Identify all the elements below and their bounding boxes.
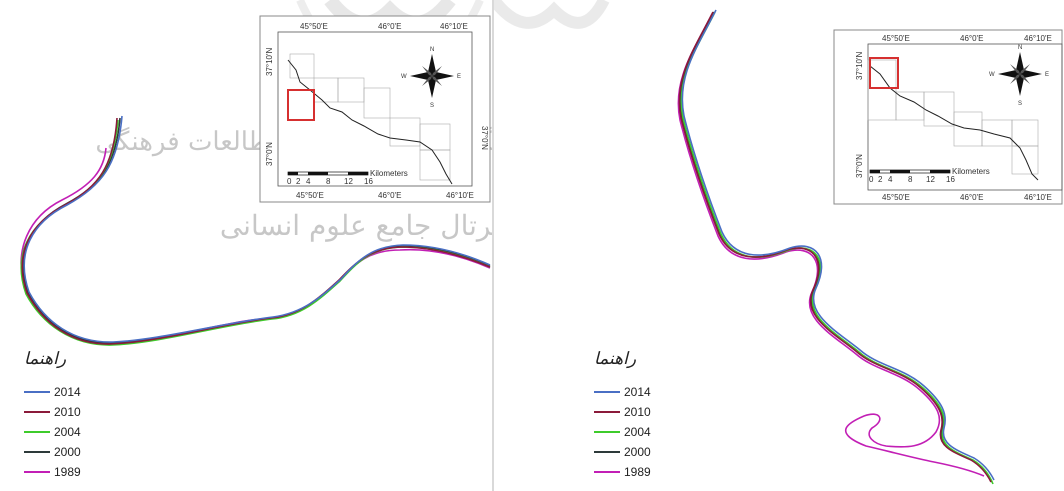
- legend-right: راهنما 2014 2010 2004 2000: [594, 349, 651, 479]
- right-map-canvas: 45°50'E 46°0'E 46°10'E 45°50'E 46°0'E 46…: [494, 0, 1063, 485]
- watermark-line2: پرتال جامع علوم انسانی: [220, 209, 492, 242]
- scale-tick-4: 4: [306, 177, 311, 186]
- inset-top-label-2: 46°0'E: [960, 34, 983, 43]
- compass-w: W: [401, 74, 407, 80]
- legend-label: 1989: [624, 465, 651, 479]
- inset-river-line: [287, 59, 453, 185]
- inset-left-label-2: 37°0'N: [265, 142, 274, 166]
- inset-top-label-3: 46°10'E: [1024, 34, 1052, 43]
- legend-item-2014: 2014: [24, 385, 81, 399]
- inset-map-right: 45°50'E 46°0'E 46°10'E 45°50'E 46°0'E 46…: [833, 29, 1063, 205]
- scale-tick-12: 12: [926, 175, 935, 184]
- inset-left-label-1: 37°10'N: [265, 47, 274, 76]
- inset-bottom-label-2: 46°0'E: [378, 191, 401, 200]
- inset-bottom-label-3: 46°10'E: [1024, 193, 1052, 202]
- legend-item-2010: 2010: [594, 405, 651, 419]
- river-1989: [677, 13, 985, 477]
- scale-tick-8: 8: [326, 177, 331, 186]
- inset-map-left: 45°50'E 46°0'E 46°10'E 45°50'E 46°0'E 46…: [259, 15, 491, 203]
- scale-tick-0: 0: [287, 177, 292, 186]
- inset-highlight-box: [869, 57, 899, 89]
- panel-divider: [492, 0, 494, 491]
- legend-item-1989: 1989: [594, 465, 651, 479]
- scale-unit: Kilometers: [952, 167, 990, 176]
- scale-tick-2: 2: [878, 175, 883, 184]
- inset-top-label-1: 45°50'E: [300, 22, 328, 31]
- legend-item-2004: 2004: [594, 425, 651, 439]
- watermark-emblem: [494, 0, 610, 29]
- inset-bottom-label-1: 45°50'E: [882, 193, 910, 202]
- left-map-canvas: پژوهشگاه علوم انسانی و مطالعات فرهنگی پر…: [20, 0, 492, 479]
- legend-label: 2000: [624, 445, 651, 459]
- inset-bottom-label-2: 46°0'E: [960, 193, 983, 202]
- legend-label: 2004: [624, 425, 651, 439]
- inset-highlight-box: [287, 89, 315, 121]
- legend-item-2000: 2000: [594, 445, 651, 459]
- compass-n: N: [430, 47, 434, 53]
- legend-label: 2000: [54, 445, 81, 459]
- inset-river-line: [869, 65, 1039, 181]
- right-map-panel: 45°50'E 46°0'E 46°10'E 45°50'E 46°0'E 46…: [494, 0, 1064, 491]
- river-2010: [678, 11, 992, 483]
- compass-rose-icon: N S E W: [401, 47, 461, 109]
- scale-tick-2: 2: [296, 177, 301, 186]
- compass-rose-icon: N S E W: [989, 45, 1049, 107]
- inset-left-label-2: 37°0'N: [855, 154, 864, 178]
- scale-bar: 0 2 4 8 12 16 Kilometers: [869, 167, 990, 184]
- inset-top-label-1: 45°50'E: [882, 34, 910, 43]
- compass-s: S: [430, 103, 434, 109]
- scale-tick-8: 8: [908, 175, 913, 184]
- scale-bar: 0 2 4 8 12 16 Kilometers: [287, 169, 408, 186]
- inset-right-label-1: 37°0'N: [480, 126, 489, 150]
- legend-title: راهنما: [594, 349, 637, 369]
- river-2000: [679, 11, 993, 483]
- scale-tick-16: 16: [946, 175, 955, 184]
- legend-item-2014: 2014: [594, 385, 651, 399]
- legend-item-1989: 1989: [24, 465, 81, 479]
- legend-label: 2004: [54, 425, 81, 439]
- legend-label: 2014: [54, 385, 81, 399]
- inset-top-label-3: 46°10'E: [440, 22, 468, 31]
- legend-label: 1989: [54, 465, 81, 479]
- river-traces-right: [677, 9, 995, 485]
- river-2014: [23, 115, 491, 343]
- compass-s: S: [1018, 101, 1022, 107]
- left-map-panel: پژوهشگاه علوم انسانی و مطالعات فرهنگی پر…: [0, 0, 492, 491]
- scale-tick-16: 16: [364, 177, 373, 186]
- scale-tick-12: 12: [344, 177, 353, 186]
- river-traces-left: [20, 115, 491, 346]
- legend-item-2000: 2000: [24, 445, 81, 459]
- legend-item-2004: 2004: [24, 425, 81, 439]
- legend-label: 2010: [624, 405, 651, 419]
- scale-tick-4: 4: [888, 175, 893, 184]
- scale-unit: Kilometers: [370, 169, 408, 178]
- inset-top-label-2: 46°0'E: [378, 22, 401, 31]
- legend-item-2010: 2010: [24, 405, 81, 419]
- compass-w: W: [989, 72, 995, 78]
- compass-n: N: [1018, 45, 1022, 51]
- scale-tick-0: 0: [869, 175, 874, 184]
- compass-e: E: [457, 74, 461, 80]
- legend-label: 2014: [624, 385, 651, 399]
- inset-bottom-label-1: 45°50'E: [296, 191, 324, 200]
- inset-grid: [289, 53, 451, 181]
- legend-title: راهنما: [24, 349, 67, 369]
- compass-e: E: [1045, 72, 1049, 78]
- river-2014: [681, 9, 995, 481]
- legend-left: راهنما 2014 2010 2004 2000: [24, 349, 81, 479]
- inset-bottom-label-3: 46°10'E: [446, 191, 474, 200]
- inset-left-label-1: 37°10'N: [855, 51, 864, 80]
- legend-label: 2010: [54, 405, 81, 419]
